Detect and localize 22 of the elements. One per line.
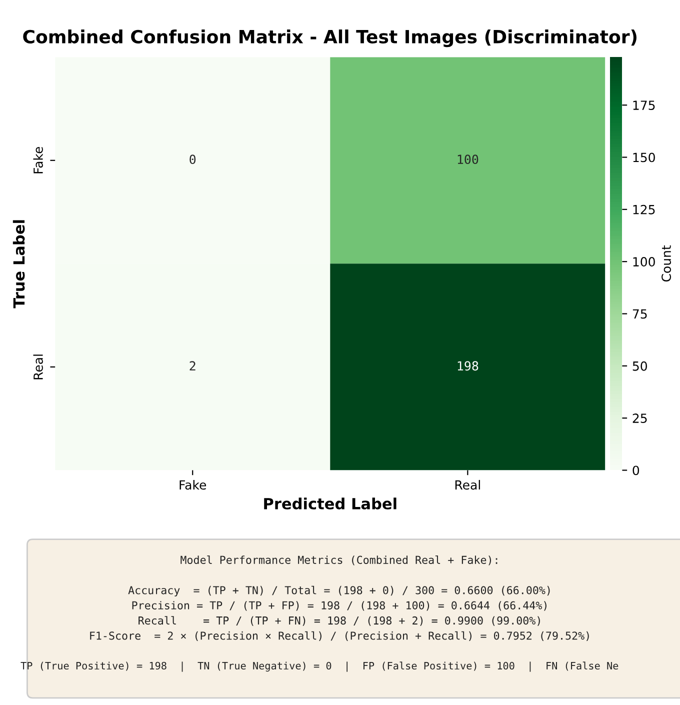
data-label: 2 xyxy=(190,361,196,370)
data-label: 0 xyxy=(190,154,196,164)
color-bar-label: 175 xyxy=(633,100,655,110)
color-bar-label: 75 xyxy=(632,309,647,319)
chart-title: Combined Confusion Matrix - All Test Images (Discriminator) xyxy=(23,29,636,48)
color-bar-label: 0 xyxy=(632,466,640,476)
text: F1-Score = 2 × (Precision × Recall) / (Precision + Recall) = 0.7952 (79.52%) xyxy=(90,631,589,642)
color-bar-label: 25 xyxy=(632,414,647,423)
color-bar-label: 50 xyxy=(632,361,647,371)
color-bar-label: 150 xyxy=(633,152,655,162)
text: Precision = TP / (TP + FP) = 198 / (198 + 100) = 0.6644 (66.44%) xyxy=(132,601,546,611)
text: TP (True Positive) = 198 | TN (True Negative) = 0 | FP (False Positive) = 100 | FN (False Ne xyxy=(20,662,618,672)
text: Model Performance Metrics (Combined Real + Fake): xyxy=(180,556,498,566)
color-bar-label: 125 xyxy=(633,204,655,214)
text: Recall = TP / (TP + FN) = 198 / (198 + 2) = 0.9900 (99.00%) xyxy=(138,616,540,626)
text: Accuracy = (TP + TN) / Total = (198 + 0) / 300 = 0.6600 (66.00%) xyxy=(128,586,550,596)
color-bar-label: 100 xyxy=(633,257,655,267)
color-bar-title: Count xyxy=(662,245,672,282)
x-axis-title: Predicted Label xyxy=(264,498,396,510)
data-label: 198 xyxy=(458,361,478,371)
data-label: 100 xyxy=(458,154,478,164)
y-axis-title: True Label xyxy=(12,220,25,308)
